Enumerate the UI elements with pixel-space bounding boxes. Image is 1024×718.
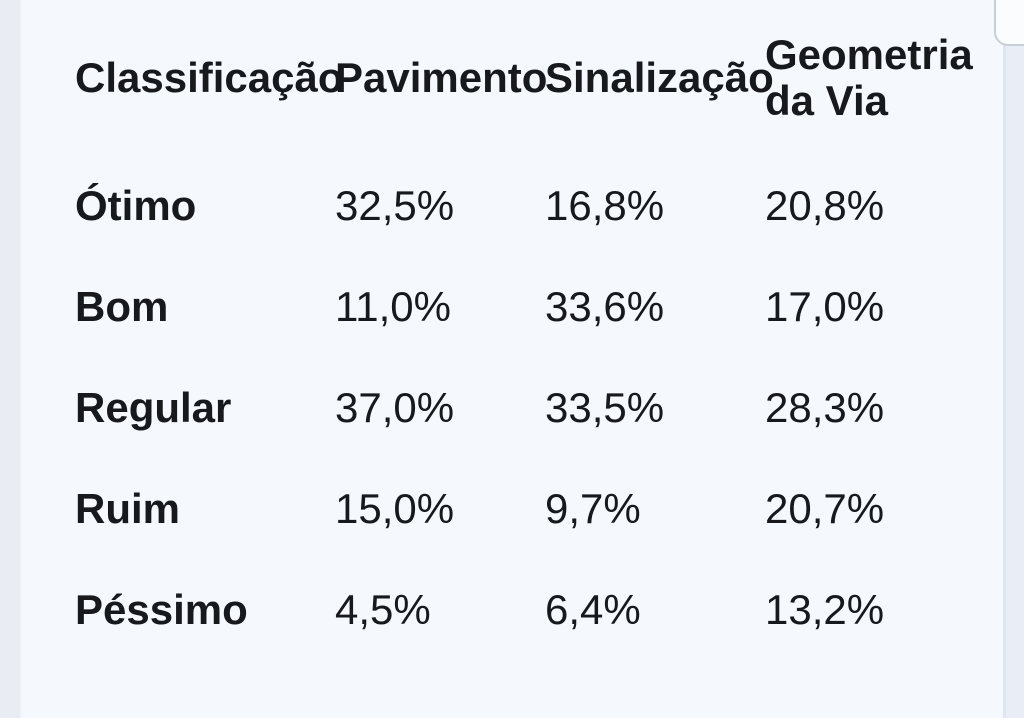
right-gutter [1003,0,1024,718]
header-sinalizacao: Sinalização [545,53,774,101]
table-row: Ruim 15,0% 9,7% 20,7% [75,458,1004,559]
value-cell: 9,7% [545,484,641,532]
value-cell: 15,0% [335,484,455,532]
value-cell: 17,0% [765,282,885,330]
table-header-row: Classificação Pavimento Sinalização Geom… [75,0,1004,155]
left-gutter [0,0,22,718]
value-cell: 37,0% [335,383,455,431]
header-pavimento: Pavimento [335,53,548,101]
table-row: Regular 37,0% 33,5% 28,3% [75,357,1004,458]
header-geometria-da-via: Geometria da Via [765,31,973,124]
header-classificacao: Classificação [75,53,344,101]
value-cell: 11,0% [335,282,451,330]
value-cell: 20,7% [765,484,885,532]
value-cell: 20,8% [765,181,885,229]
value-cell: 28,3% [765,383,885,431]
value-cell: 32,5% [335,181,455,229]
value-cell: 4,5% [335,585,431,633]
value-cell: 13,2% [765,585,885,633]
row-label: Péssimo [75,585,248,633]
value-cell: 33,6% [545,282,665,330]
row-label: Bom [75,282,169,330]
row-label: Ótimo [75,181,197,229]
value-cell: 6,4% [545,585,641,633]
classification-table: Classificação Pavimento Sinalização Geom… [75,0,1004,660]
row-label: Regular [75,383,232,431]
value-cell: 33,5% [545,383,665,431]
table-row: Bom 11,0% 33,6% 17,0% [75,256,1004,357]
row-label: Ruim [75,484,180,532]
cutoff-card-corner [994,0,1024,46]
table-row: Ótimo 32,5% 16,8% 20,8% [75,155,1004,256]
table-row: Péssimo 4,5% 6,4% 13,2% [75,559,1004,660]
value-cell: 16,8% [545,181,665,229]
